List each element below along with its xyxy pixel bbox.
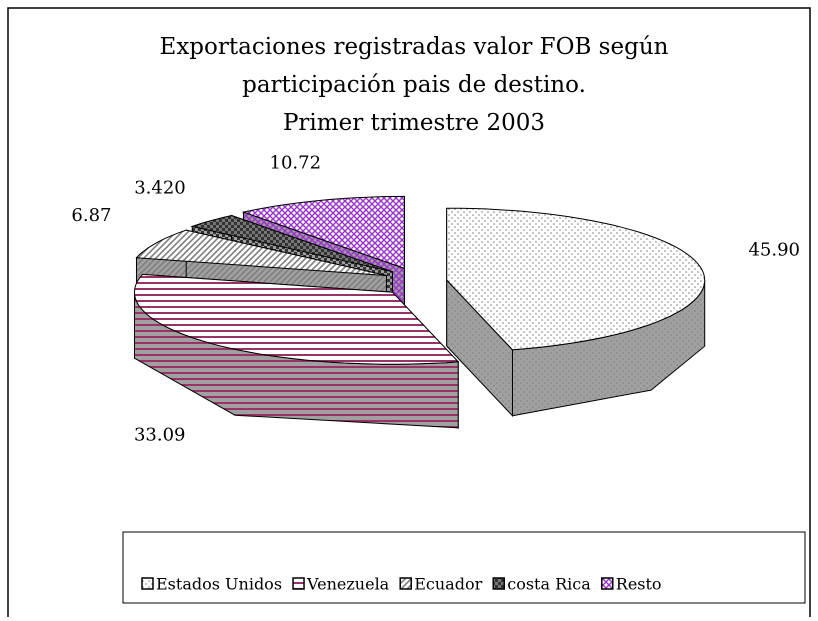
slice-top <box>133 273 460 365</box>
chart-title: Primer trimestre 2003 <box>283 110 545 136</box>
legend-label: Venezuela <box>306 575 390 594</box>
legend-label: Ecuador <box>414 575 482 594</box>
legend-label: Resto <box>616 575 662 594</box>
legend-box <box>122 531 806 604</box>
legend-label: Estados Unidos <box>156 575 282 594</box>
chart-title: Exportaciones registradas valor FOB segú… <box>160 34 669 60</box>
data-label: 6.87 <box>71 205 111 226</box>
data-label: 10.72 <box>270 152 322 173</box>
legend-swatch <box>292 577 305 590</box>
slice-top <box>135 229 387 277</box>
legend-label: costa Rica <box>507 575 591 594</box>
legend-swatch <box>141 577 154 590</box>
slice-top <box>241 195 405 270</box>
slice-top <box>446 207 706 351</box>
slice <box>133 273 460 430</box>
slice <box>446 207 706 418</box>
legend-swatch <box>601 577 614 590</box>
data-label: 3.420 <box>134 177 186 198</box>
slice-top <box>190 214 393 273</box>
legend-swatch <box>399 577 412 590</box>
chart-frame <box>7 7 811 617</box>
chart-title: participación pais de destino. <box>242 72 586 98</box>
legend: Estados Unidos Venezuela Ecuador costa Rica… <box>141 575 662 594</box>
legend-swatch <box>492 577 505 590</box>
pie: 10.72 3.420 6.87 45.90 33.09 <box>71 152 800 445</box>
data-label: 45.90 <box>748 239 800 260</box>
data-label: 33.09 <box>134 425 186 446</box>
